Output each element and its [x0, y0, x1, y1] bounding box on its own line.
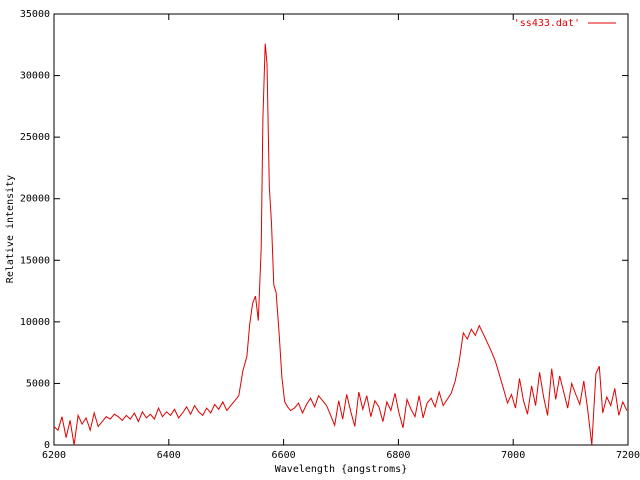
y-tick-label: 30000 [20, 71, 50, 82]
x-tick-label: 7200 [616, 450, 640, 461]
y-tick-label: 10000 [20, 317, 50, 328]
x-tick-label: 6400 [157, 450, 181, 461]
axis-tick-labels: 6200 6400 6600 6800 7000 7200 0 5000 10000 15000 2… [20, 9, 640, 461]
y-tick-label: 0 [44, 440, 50, 451]
axis-ticks [53, 13, 629, 446]
legend: 'ss433.dat' [514, 18, 616, 29]
legend-label: 'ss433.dat' [514, 18, 580, 29]
plot-frame [53, 13, 629, 446]
x-axis-title: Wavelength {angstroms} [275, 464, 407, 475]
y-tick-label: 35000 [20, 9, 50, 20]
x-tick-label: 6200 [42, 450, 66, 461]
y-tick-label: 15000 [20, 255, 50, 266]
y-tick-label: 20000 [20, 194, 50, 205]
y-tick-label: 5000 [26, 378, 50, 389]
series-line [53, 43, 628, 446]
x-tick-label: 6600 [272, 450, 296, 461]
y-axis-title: Relative intensity [5, 175, 16, 283]
y-tick-label: 25000 [20, 132, 50, 143]
x-tick-label: 7000 [501, 450, 525, 461]
x-tick-label: 6800 [386, 450, 410, 461]
